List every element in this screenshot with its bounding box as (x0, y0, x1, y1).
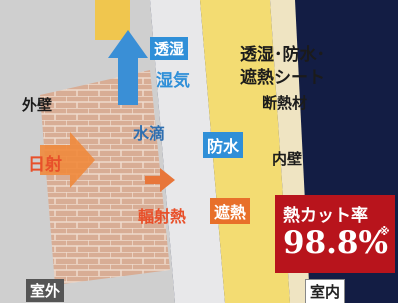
waterproof-tag: 防水 (203, 132, 243, 158)
badge: 熱カット率 98.8% ※ (275, 195, 395, 273)
inner-wall-label: 内壁 (272, 148, 302, 169)
badge-note: ※ (379, 225, 390, 238)
sheet-label: 遮熱シート (240, 63, 325, 88)
illustration: 透湿 湿気 透湿･防水･ 遮熱シート 断熱材 外壁 水滴 防水 内壁 日射 輻射… (0, 0, 398, 303)
sheet-label: 透湿･防水･ (240, 40, 325, 65)
water-drops: 水滴 (133, 120, 165, 144)
beam (95, 0, 130, 40)
radiant-heat: 輻射熱 (138, 203, 186, 227)
badge-value: 98.8% (283, 225, 388, 261)
moisture: 湿気 (156, 66, 190, 91)
outdoor-label: 室外 (26, 279, 64, 302)
heat-shield-tag: 遮熱 (210, 198, 250, 224)
outer-wall-label: 外壁 (22, 94, 52, 115)
indoor-label: 室内 (305, 279, 345, 303)
insulation-label: 断熱材 (262, 92, 307, 113)
sunlight: 日射 (28, 150, 62, 175)
moisture-tag: 透湿 (150, 37, 188, 60)
badge-title: 熱カット率 (283, 201, 368, 226)
